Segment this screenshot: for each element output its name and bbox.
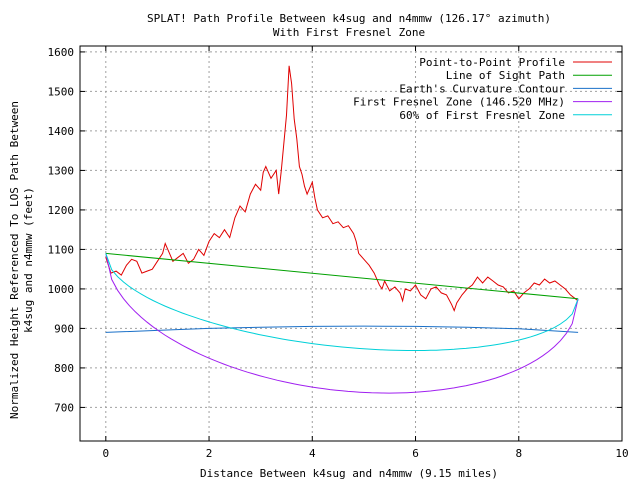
series-line-of-sight-path [105, 252, 579, 300]
chart-title-line1: SPLAT! Path Profile Between k4sug and n4… [147, 12, 551, 25]
x-tick-label: 10 [615, 447, 628, 460]
series-first-fresnel-zone-146-520-mhz [105, 253, 579, 394]
x-tick-label: 2 [206, 447, 213, 460]
y-tick-label: 1000 [48, 283, 75, 296]
x-tick-label: 8 [515, 447, 522, 460]
y-tick-label: 1400 [48, 125, 75, 138]
series-60-of-first-fresnel-zone [105, 253, 579, 351]
y-tick-label: 700 [54, 401, 74, 414]
grid-lines [80, 46, 623, 441]
y-tick-label: 1300 [48, 164, 75, 177]
legend-label: First Fresnel Zone (146.520 MHz) [353, 96, 565, 109]
y-tick-label: 900 [54, 322, 74, 335]
y-axis-label-line1: Normalized Height Referenced To LOS Path… [8, 101, 21, 419]
y-tick-label: 800 [54, 362, 74, 375]
y-tick-label: 1500 [48, 85, 75, 98]
chart-title-line2: With First Fresnel Zone [273, 26, 425, 39]
y-tick-label: 1600 [48, 46, 75, 59]
x-axis-label: Distance Between k4sug and n4mmw (9.15 m… [200, 467, 498, 480]
series-group [105, 65, 579, 394]
axis-ticks: 0 2 4 6 8 10 700 800 900 1000 1100 1200 1300 1400 1500… [48, 46, 629, 460]
y-tick-label: 1200 [48, 204, 75, 217]
x-tick-label: 6 [412, 447, 419, 460]
series-earth-s-curvature-contour [105, 325, 579, 333]
legend-label: Point-to-Point Profile [419, 56, 565, 69]
y-axis-label-line2: k4sug and n4mmw (feet) [22, 187, 35, 333]
x-tick-label: 0 [102, 447, 109, 460]
legend-label: 60% of First Fresnel Zone [399, 109, 565, 122]
legend-label: Line of Sight Path [446, 69, 565, 82]
legend-label: Earth's Curvature Contour [399, 82, 565, 95]
plot-frame [79, 45, 623, 442]
x-tick-label: 4 [309, 447, 316, 460]
y-tick-label: 1100 [48, 243, 75, 256]
